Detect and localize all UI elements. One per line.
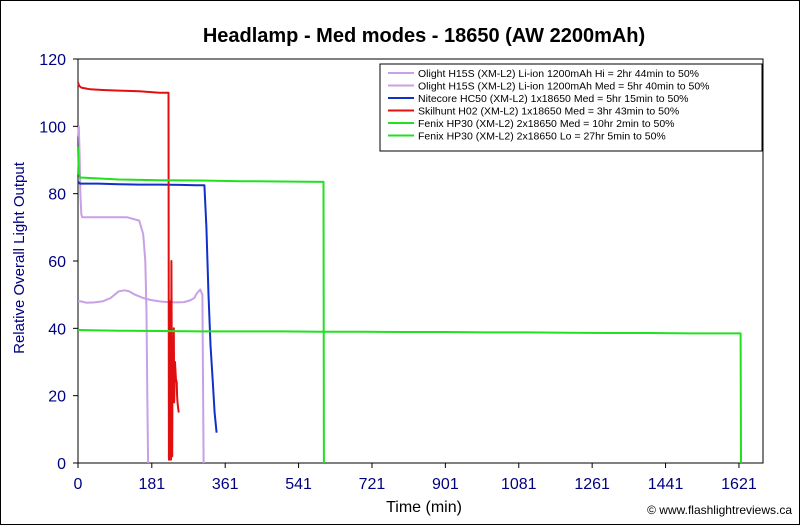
legend-entry-label: Fenix HP30 (XM-L2) 2x18650 Med = 10hr 2m… (418, 118, 675, 130)
legend-box (379, 63, 763, 152)
x-tick-label: 901 (432, 476, 459, 493)
legend-entry-label: Fenix HP30 (XM-L2) 2x18650 Lo = 27hr 5mi… (418, 131, 666, 143)
y-tick-label: 40 (48, 321, 66, 338)
x-tick-label: 1261 (574, 476, 610, 493)
legend-entry-label: Olight H15S (XM-L2) Li-ion 1200mAh Med =… (418, 81, 710, 93)
y-tick-label: 120 (39, 52, 66, 69)
x-tick-label: 0 (74, 476, 83, 493)
series-line-2 (77, 125, 150, 464)
x-tick-label: 541 (285, 476, 312, 493)
chart-title: Headlamp - Med modes - 18650 (AW 2200mAh… (203, 25, 645, 47)
series-line-5 (77, 146, 325, 464)
y-tick-label: 20 (48, 389, 66, 406)
y-tick-label: 60 (48, 254, 66, 271)
y-tick-label: 80 (48, 187, 66, 204)
y-tick-label: 100 (39, 119, 66, 136)
x-tick-label: 721 (359, 476, 386, 493)
credit-text: © www.flashlightreviews.ca (647, 503, 792, 517)
x-tick-label: 1081 (501, 476, 537, 493)
x-axis-label: Time (min) (386, 499, 462, 516)
y-tick-label: 0 (57, 456, 66, 473)
x-tick-label: 1441 (648, 476, 684, 493)
series-line-3 (77, 181, 218, 433)
legend-entry-label: Olight H15S (XM-L2) Li-ion 1200mAh Hi = … (418, 68, 699, 80)
series-layer (77, 82, 742, 464)
legend-entry-label: Skilhunt H02 (XM-L2) 1x18650 Med = 3hr 4… (418, 106, 679, 118)
series-line-4 (77, 82, 180, 461)
axes-layer: 0 20 40 60 80 100 120 0 181 361 541 721 901 1081 1261 1… (39, 52, 757, 493)
y-axis-label: Relative Overall Light Output (11, 161, 28, 354)
legend: Olight H15S (XM-L2) Li-ion 1200mAh Hi = … (379, 63, 763, 152)
x-tick-label: 181 (138, 476, 165, 493)
x-tick-label: 1621 (721, 476, 757, 493)
x-tick-label: 361 (212, 476, 239, 493)
legend-entry-label: Nitecore HC50 (XM-L2) 1x18650 Med = 5hr … (418, 93, 689, 105)
series-line-1 (78, 288, 205, 464)
series-line-6 (77, 329, 742, 464)
